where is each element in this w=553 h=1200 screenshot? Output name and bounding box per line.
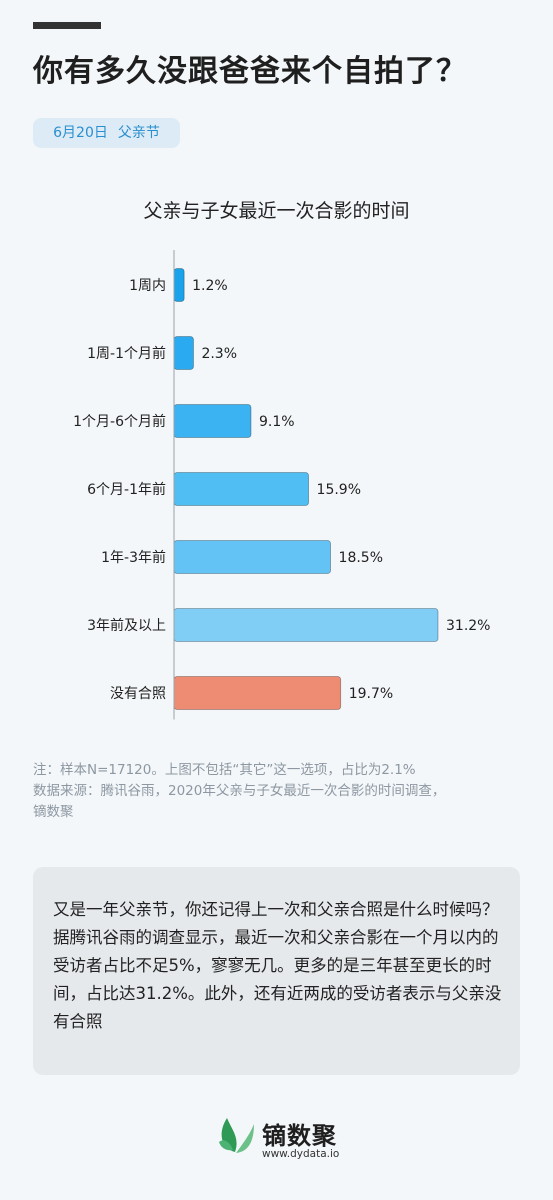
source-note: 数据来源：腾讯谷雨，2020年父亲与子女最近一次合影的时间调查， — [33, 783, 446, 799]
category-label: 1个月-6个月前 — [73, 413, 166, 430]
chart-title: 父亲与子女最近一次合影的时间 — [143, 200, 410, 222]
category-label: 3年前及以上 — [87, 617, 166, 634]
value-label: 31.2% — [446, 618, 490, 634]
brand-name: 镝数聚 — [262, 1122, 337, 1150]
bar-3 — [173, 404, 252, 438]
source-note-cont: 镝数聚 — [33, 804, 74, 820]
date-label: 6月20日 — [53, 125, 108, 141]
chart-notes: 注：样本N=17120。上图不包括“其它”这一选项，占比为2.1% 数据来源：腾… — [33, 760, 523, 823]
page-title: 你有多久没跟爸爸来个自拍了？ — [33, 54, 467, 89]
bar-7 — [173, 676, 342, 710]
bar-4 — [173, 472, 309, 506]
bar-6 — [173, 608, 439, 642]
value-label: 19.7% — [349, 686, 393, 702]
summary-text: 又是一年父亲节，你还记得上一次和父亲合照是什么时候吗？据腾讯谷雨的调查显示，最近… — [53, 900, 502, 1031]
category-label: 6个月-1年前 — [87, 481, 166, 498]
date-badge: 6月20日 父亲节 — [33, 118, 180, 148]
leaf-logo-icon — [219, 1118, 254, 1153]
value-label: 9.1% — [259, 414, 295, 430]
bar-5 — [173, 540, 331, 574]
category-label: 没有合照 — [110, 686, 166, 702]
bar-1 — [173, 268, 185, 302]
brand-url: www.dydata.io — [262, 1148, 340, 1160]
summary-box: 又是一年父亲节，你还记得上一次和父亲合照是什么时候吗？据腾讯谷雨的调查显示，最近… — [33, 867, 520, 1075]
value-label: 1.2% — [192, 278, 228, 294]
event-label: 父亲节 — [117, 125, 160, 141]
category-label: 1周内 — [129, 278, 166, 294]
value-label: 15.9% — [317, 482, 361, 498]
top-accent-bar — [33, 22, 101, 29]
sample-note: 注：样本N=17120。上图不包括“其它”这一选项，占比为2.1% — [33, 762, 416, 778]
category-label: 1年-3年前 — [101, 549, 166, 566]
category-label: 1周-1个月前 — [87, 345, 166, 362]
value-label: 18.5% — [339, 550, 383, 566]
bar-chart: 1周内 1.2% 1周-1个月前 2.3% 1个月-6个月前 9.1% 6个月-1年前 15.… — [73, 250, 490, 720]
value-label: 2.3% — [201, 346, 237, 362]
bar-2 — [173, 336, 194, 370]
